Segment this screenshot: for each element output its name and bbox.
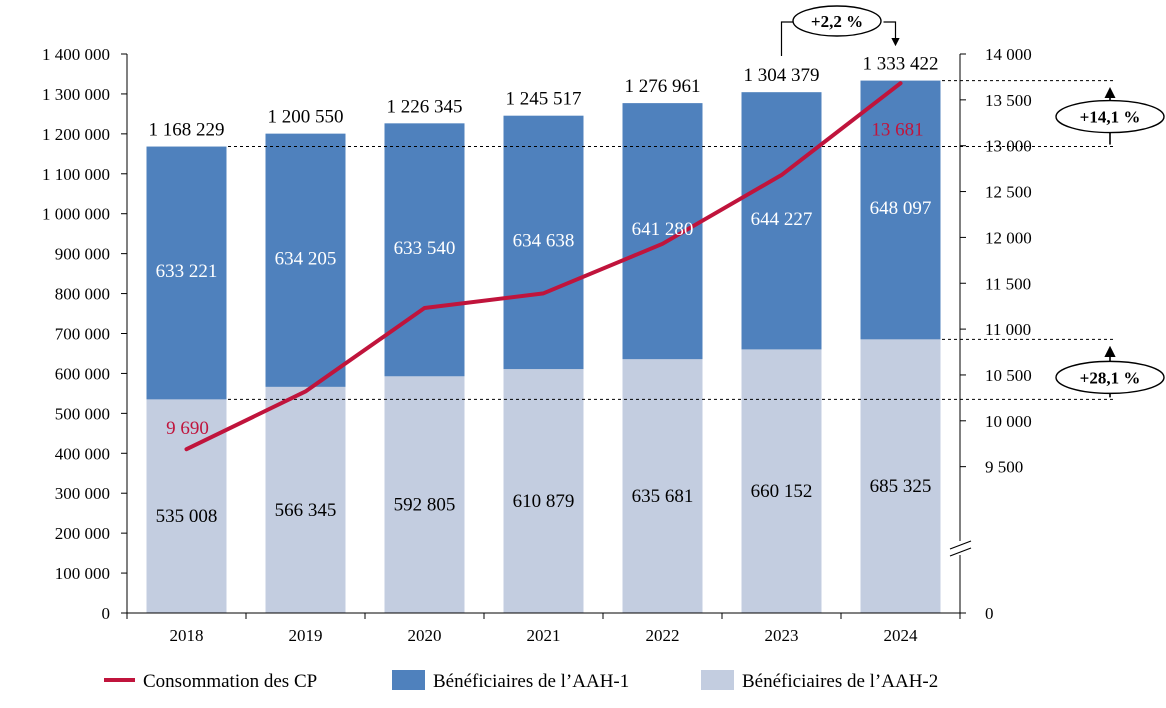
label-aah2-2019: 566 345 [275, 500, 337, 521]
left-tick-label: 800 000 [55, 285, 110, 304]
bar-aah1-2021 [503, 115, 584, 370]
right-tick-label: 12 500 [985, 183, 1032, 202]
label-aah1-2020: 633 540 [394, 238, 456, 259]
bar-aah2-2020 [384, 376, 465, 613]
label-aah1-2019: 634 205 [275, 248, 337, 269]
bar-aah1-2024 [860, 80, 941, 340]
legend-label-consommation-cp: Consommation des CP [143, 671, 317, 692]
left-tick-label: 1 100 000 [42, 165, 110, 184]
label-total-2023: 1 304 379 [744, 65, 820, 86]
label-total-2024: 1 333 422 [863, 54, 939, 75]
left-tick-label: 200 000 [55, 524, 110, 543]
badge-2-2 [792, 5, 882, 37]
left-tick-label: 1 000 000 [42, 205, 110, 224]
x-tick-label-2018: 2018 [170, 626, 204, 645]
right-tick-label: 9 500 [985, 458, 1023, 477]
axis-break-mark [949, 547, 972, 557]
left-tick-label: 1 400 000 [42, 45, 110, 64]
left-tick-label: 600 000 [55, 364, 110, 383]
label-cp-2024: 13 681 [871, 119, 923, 140]
right-tick-label: 11 000 [985, 320, 1031, 339]
label-aah1-2024: 648 097 [870, 198, 932, 219]
legend-swatch-aah1 [392, 670, 425, 690]
label-total-2018: 1 168 229 [149, 120, 225, 141]
left-tick-label: 400 000 [55, 444, 110, 463]
badge-14-1-text: +14,1 % [1080, 108, 1141, 127]
bar-aah2-2024 [860, 339, 941, 613]
badge-2-2-text: +2,2 % [811, 12, 863, 31]
left-tick-label: 1 300 000 [42, 85, 110, 104]
label-total-2021: 1 245 517 [506, 89, 582, 110]
badge-14-1 [1055, 99, 1165, 134]
left-tick-label: 700 000 [55, 325, 110, 344]
right-tick-label: 10 500 [985, 366, 1032, 385]
x-tick-label-2023: 2023 [765, 626, 799, 645]
label-aah1-2021: 634 638 [513, 230, 575, 251]
label-aah2-2022: 635 681 [632, 486, 694, 507]
label-aah2-2024: 685 325 [870, 476, 932, 497]
label-aah1-2022: 641 280 [632, 219, 694, 240]
left-tick-label: 0 [102, 604, 111, 623]
right-tick-label: 13 500 [985, 91, 1032, 110]
label-aah1-2023: 644 227 [751, 209, 813, 230]
left-tick-label: 300 000 [55, 484, 110, 503]
label-cp-2018: 9 690 [166, 418, 209, 439]
legend-swatch-aah2 [701, 670, 734, 690]
bar-aah2-2021 [503, 369, 584, 613]
right-tick-label: 14 000 [985, 45, 1032, 64]
bar-aah1-2023 [741, 92, 822, 350]
label-aah2-2020: 592 805 [394, 495, 456, 516]
x-tick-label-2019: 2019 [289, 626, 323, 645]
bar-aah2-2019 [265, 386, 346, 613]
bar-aah1-2020 [384, 123, 465, 377]
legend-label-aah2: Bénéficiaires de l’AAH-2 [742, 671, 938, 692]
left-tick-label: 900 000 [55, 245, 110, 264]
left-tick-label: 500 000 [55, 404, 110, 423]
label-total-2022: 1 276 961 [625, 76, 701, 97]
bar-aah1-2019 [265, 133, 346, 387]
badge-28-1 [1055, 360, 1165, 395]
legend-label-aah1: Bénéficiaires de l’AAH-1 [433, 671, 629, 692]
label-total-2020: 1 226 345 [387, 96, 463, 117]
label-aah2-2021: 610 879 [513, 491, 575, 512]
bar-aah1-2022 [622, 103, 703, 360]
bracket-2-2-arrow [883, 21, 900, 47]
label-total-2019: 1 200 550 [268, 107, 344, 128]
axis-break-mark [949, 540, 972, 550]
badge-28-1-text: +28,1 % [1080, 368, 1141, 387]
right-tick-label: 0 [985, 604, 994, 623]
bar-aah1-2018 [146, 146, 227, 400]
right-tick-label: 10 000 [985, 412, 1032, 431]
left-tick-label: 1 200 000 [42, 125, 110, 144]
right-tick-label: 11 500 [985, 274, 1031, 293]
x-tick-label-2021: 2021 [527, 626, 561, 645]
bracket-2-2 [780, 21, 794, 56]
left-tick-label: 100 000 [55, 564, 110, 583]
x-tick-label-2024: 2024 [884, 626, 919, 645]
label-aah2-2023: 660 152 [751, 481, 813, 502]
label-aah2-2018: 535 008 [156, 506, 218, 527]
label-aah1-2018: 633 221 [156, 261, 218, 282]
x-tick-label-2022: 2022 [646, 626, 680, 645]
x-tick-label-2020: 2020 [408, 626, 442, 645]
bar-aah2-2023 [741, 349, 822, 613]
bar-aah2-2022 [622, 359, 703, 613]
right-tick-label: 12 000 [985, 228, 1032, 247]
